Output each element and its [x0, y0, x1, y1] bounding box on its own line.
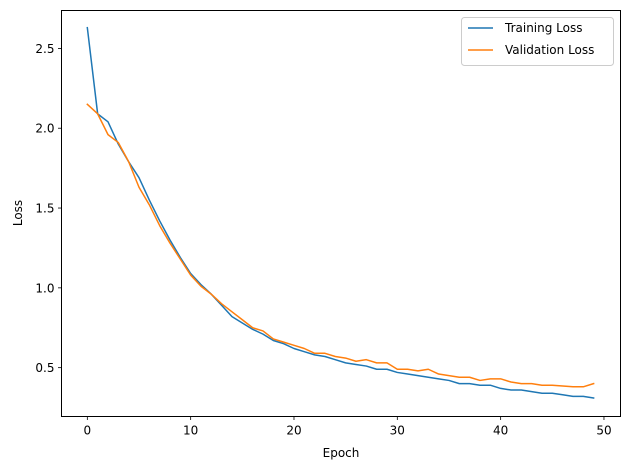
series-line-validation-loss	[86, 103, 595, 388]
legend-label-validation: Validation Loss	[505, 43, 594, 57]
x-axis-label: Epoch	[323, 446, 360, 460]
legend: Training Loss Validation Loss	[461, 17, 614, 66]
y-tick-label: 0.5	[35, 361, 54, 375]
series-line-training-loss	[86, 26, 595, 399]
series-layer	[86, 26, 595, 399]
y-tick-label: 2.0	[35, 122, 54, 136]
legend-box	[461, 17, 614, 66]
plot-area	[61, 10, 621, 417]
x-tick-label: 0	[84, 424, 92, 438]
x-tick-label: 50	[596, 424, 611, 438]
y-tick-label: 1.0	[35, 281, 54, 295]
y-axis-ticks: 0.5 1.0 1.5 2.0 2.5	[35, 42, 62, 375]
y-tick-label: 1.5	[35, 202, 54, 216]
x-tick-label: 30	[390, 424, 405, 438]
x-tick-label: 40	[493, 424, 508, 438]
legend-label-training: Training Loss	[504, 21, 582, 35]
axes-frame	[61, 10, 621, 417]
x-axis-ticks: 0 10 20 30 40 50	[84, 416, 612, 438]
y-tick-label: 2.5	[35, 42, 54, 56]
x-tick-label: 20	[286, 424, 301, 438]
x-tick-label: 10	[183, 424, 198, 438]
y-axis-label: Loss	[11, 200, 25, 226]
